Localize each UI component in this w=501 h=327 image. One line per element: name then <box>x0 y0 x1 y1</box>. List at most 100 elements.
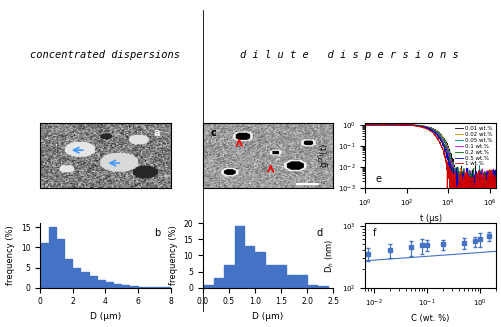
Bar <box>147 287 154 288</box>
0.1 wt.% <box>461 188 467 192</box>
Bar <box>308 284 317 288</box>
0.5 wt.% <box>370 123 376 127</box>
0.5 wt.% <box>362 123 368 127</box>
0.2 wt.% <box>442 146 448 150</box>
0.01 wt.% <box>452 188 458 192</box>
1 wt.% <box>462 178 468 182</box>
Bar <box>114 284 121 288</box>
Bar <box>277 265 286 288</box>
Bar <box>297 275 307 288</box>
Bar <box>49 227 56 288</box>
0.1 wt.% <box>475 176 481 180</box>
0.2 wt.% <box>446 160 452 164</box>
0.01 wt.% <box>445 147 451 151</box>
0.5 wt.% <box>445 156 451 160</box>
0.02 wt.% <box>493 183 499 187</box>
0.5 wt.% <box>493 178 499 181</box>
0.02 wt.% <box>461 167 467 171</box>
Text: b: b <box>154 228 160 238</box>
Bar <box>287 275 296 288</box>
Text: d i l u t e   d i s p e r s i o n s: d i l u t e d i s p e r s i o n s <box>240 50 459 60</box>
1 wt.% <box>362 123 368 127</box>
0.05 wt.% <box>475 188 481 192</box>
0.1 wt.% <box>362 123 368 127</box>
Bar <box>41 243 48 288</box>
Bar <box>318 286 328 288</box>
Text: c: c <box>210 128 216 138</box>
0.1 wt.% <box>445 155 451 159</box>
Y-axis label: frequency (%): frequency (%) <box>169 226 178 285</box>
Bar <box>81 272 89 288</box>
Bar <box>245 246 255 288</box>
0.05 wt.% <box>370 123 376 127</box>
Line: 0.1 wt.%: 0.1 wt.% <box>365 125 496 190</box>
Line: 0.01 wt.%: 0.01 wt.% <box>365 125 496 190</box>
Y-axis label: g$^{(2)}$(t): g$^{(2)}$(t) <box>318 143 332 168</box>
0.2 wt.% <box>475 188 481 192</box>
0.05 wt.% <box>438 135 444 139</box>
0.02 wt.% <box>370 123 376 127</box>
0.5 wt.% <box>475 188 481 192</box>
Line: 0.2 wt.%: 0.2 wt.% <box>365 125 496 190</box>
1 wt.% <box>475 188 481 192</box>
0.1 wt.% <box>442 143 448 147</box>
Line: 0.5 wt.%: 0.5 wt.% <box>365 125 496 190</box>
0.02 wt.% <box>452 188 458 192</box>
Text: e: e <box>376 175 382 184</box>
0.1 wt.% <box>438 137 444 141</box>
Text: concentrated dispersions: concentrated dispersions <box>31 50 180 60</box>
0.5 wt.% <box>448 188 454 192</box>
Bar <box>73 267 81 288</box>
0.01 wt.% <box>475 188 481 192</box>
0.02 wt.% <box>475 188 481 192</box>
X-axis label: t (μs): t (μs) <box>420 214 442 223</box>
Bar <box>163 287 170 288</box>
0.5 wt.% <box>438 139 444 143</box>
0.1 wt.% <box>449 188 455 192</box>
Bar <box>256 252 265 288</box>
0.01 wt.% <box>461 185 467 189</box>
Bar <box>106 282 113 288</box>
0.02 wt.% <box>445 148 451 152</box>
Bar <box>130 286 138 288</box>
1 wt.% <box>371 123 377 127</box>
1 wt.% <box>442 153 448 157</box>
0.2 wt.% <box>371 123 377 127</box>
Bar <box>65 260 72 288</box>
0.02 wt.% <box>438 134 444 138</box>
0.01 wt.% <box>493 174 499 178</box>
0.2 wt.% <box>448 188 454 192</box>
Bar <box>90 276 97 288</box>
0.01 wt.% <box>438 133 444 137</box>
Y-axis label: frequency (%): frequency (%) <box>6 226 15 285</box>
0.5 wt.% <box>442 149 448 153</box>
1 wt.% <box>363 123 369 127</box>
Text: d: d <box>317 228 323 238</box>
0.2 wt.% <box>362 123 368 127</box>
Legend: 0.01 wt.%, 0.02 wt.%, 0.05 wt.%, 0.1 wt.%, 0.2 wt.%, 0.5 wt.%, 1 wt.%: 0.01 wt.%, 0.02 wt.%, 0.05 wt.%, 0.1 wt.… <box>454 126 493 167</box>
0.2 wt.% <box>438 139 444 143</box>
0.01 wt.% <box>362 123 368 127</box>
Bar <box>155 287 162 288</box>
0.02 wt.% <box>442 140 448 144</box>
Line: 1 wt.%: 1 wt.% <box>365 125 496 190</box>
Bar <box>57 239 64 288</box>
1 wt.% <box>446 165 452 169</box>
Y-axis label: D$_h$ (nm): D$_h$ (nm) <box>324 238 336 273</box>
X-axis label: D (μm): D (μm) <box>253 312 284 321</box>
X-axis label: C (wt. %): C (wt. %) <box>411 314 450 323</box>
X-axis label: D (μm): D (μm) <box>90 312 121 321</box>
Text: f: f <box>373 228 377 238</box>
0.01 wt.% <box>370 123 376 127</box>
0.05 wt.% <box>451 188 457 192</box>
0.02 wt.% <box>362 123 368 127</box>
0.05 wt.% <box>445 151 451 155</box>
Text: a: a <box>154 128 160 138</box>
Line: 0.05 wt.%: 0.05 wt.% <box>365 125 496 190</box>
Line: 0.02 wt.%: 0.02 wt.% <box>365 125 496 190</box>
0.05 wt.% <box>362 123 368 127</box>
0.05 wt.% <box>442 140 448 144</box>
0.2 wt.% <box>493 188 499 192</box>
0.05 wt.% <box>493 188 499 192</box>
Bar <box>224 265 233 288</box>
